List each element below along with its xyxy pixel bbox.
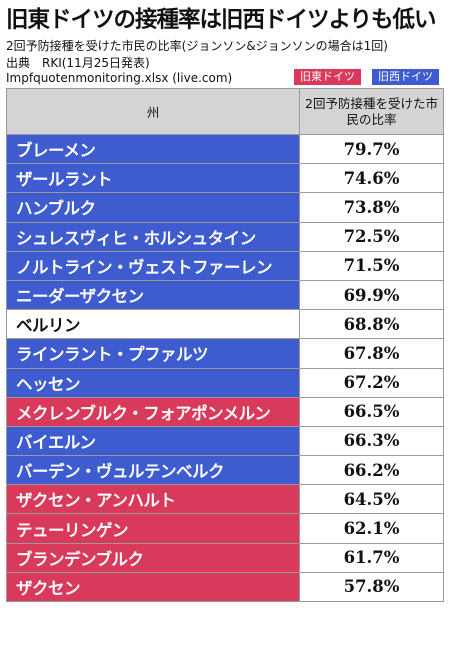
vaccination-rate: 66.3% bbox=[299, 425, 444, 457]
state-name: ラインラント・プファルツ bbox=[6, 338, 300, 369]
state-name: ブレーメン bbox=[6, 133, 300, 165]
table-row: ザクセン 57.8% bbox=[6, 571, 444, 603]
table-row: ノルトライン・ヴェストファーレン 71.5% bbox=[6, 250, 444, 281]
vaccination-rate: 66.5% bbox=[299, 396, 444, 427]
table-row: ラインラント・プファルツ 67.8% bbox=[6, 338, 444, 369]
table-row: ブレーメン 79.7% bbox=[6, 133, 444, 165]
state-name: ブランデンブルク bbox=[6, 542, 300, 573]
vaccination-rate: 61.7% bbox=[299, 542, 444, 573]
table-body: ブレーメン 79.7% ザールラント 74.6% ハンブルク 73.8% シュレスヴィヒ・ホ… bbox=[6, 133, 444, 603]
state-name: ヘッセン bbox=[6, 367, 300, 398]
state-name: ザクセン・アンハルト bbox=[6, 484, 300, 515]
vaccination-rate: 74.6% bbox=[299, 163, 444, 194]
legend-east: 旧東ドイツ bbox=[294, 69, 361, 85]
state-name: ベルリン bbox=[6, 309, 300, 340]
vaccination-rate: 69.9% bbox=[299, 279, 444, 311]
table-row: ベルリン 68.8% bbox=[6, 309, 444, 340]
table-row: ブランデンブルク 61.7% bbox=[6, 542, 444, 573]
state-name: ザクセン bbox=[6, 571, 300, 603]
chart-subtitle: 2回予防接種を受けた市民の比率(ジョンソン&ジョンソンの場合は1回) bbox=[6, 39, 388, 53]
vaccination-rate: 67.2% bbox=[299, 367, 444, 398]
state-name: ニーダーザクセン bbox=[6, 279, 300, 311]
vaccination-rate: 68.8% bbox=[299, 309, 444, 340]
table-row: バイエルン 66.3% bbox=[6, 425, 444, 457]
vaccination-table: 州 2回予防接種を受けた市民の比率 ブレーメン 79.7% ザールラント 74.6% ハ… bbox=[6, 88, 444, 603]
table-row: シュレスヴィヒ・ホルシュタイン 72.5% bbox=[6, 221, 444, 252]
vaccination-rate: 67.8% bbox=[299, 338, 444, 369]
state-name: ザールラント bbox=[6, 163, 300, 194]
vaccination-rate: 66.2% bbox=[299, 455, 444, 486]
table-row: ニーダーザクセン 69.9% bbox=[6, 279, 444, 311]
vaccination-rate: 79.7% bbox=[299, 133, 444, 165]
vaccination-rate: 72.5% bbox=[299, 221, 444, 252]
vaccination-rate: 73.8% bbox=[299, 192, 444, 223]
column-header-rate: 2回予防接種を受けた市民の比率 bbox=[299, 88, 444, 135]
state-name: バイエルン bbox=[6, 425, 300, 457]
source-line: 出典 RKI(11月25日発表) bbox=[6, 56, 150, 70]
table-row: ハンブルク 73.8% bbox=[6, 192, 444, 223]
vaccination-rate: 71.5% bbox=[299, 250, 444, 281]
chart-title: 旧東ドイツの接種率は旧西ドイツよりも低い bbox=[6, 7, 437, 33]
vaccination-rate: 62.1% bbox=[299, 513, 444, 544]
state-name: ノルトライン・ヴェストファーレン bbox=[6, 250, 300, 281]
state-name: ハンブルク bbox=[6, 192, 300, 223]
table-row: ザクセン・アンハルト 64.5% bbox=[6, 484, 444, 515]
table-row: ヘッセン 67.2% bbox=[6, 367, 444, 398]
column-header-state: 州 bbox=[6, 88, 300, 135]
vaccination-rate: 57.8% bbox=[299, 571, 444, 603]
legend-west: 旧西ドイツ bbox=[372, 69, 439, 85]
state-name: バーデン・ヴュルテンベルク bbox=[6, 455, 300, 486]
table-row: テューリンゲン 62.1% bbox=[6, 513, 444, 544]
table-row: メクレンブルク・フォアポンメルン 66.5% bbox=[6, 396, 444, 427]
table-row: バーデン・ヴュルテンベルク 66.2% bbox=[6, 455, 444, 486]
state-name: シュレスヴィヒ・ホルシュタイン bbox=[6, 221, 300, 252]
source-file: Impfquotenmonitoring.xlsx (live.com) bbox=[6, 71, 233, 85]
vaccination-rate: 64.5% bbox=[299, 484, 444, 515]
table-row: ザールラント 74.6% bbox=[6, 163, 444, 194]
state-name: テューリンゲン bbox=[6, 513, 300, 544]
state-name: メクレンブルク・フォアポンメルン bbox=[6, 396, 300, 427]
